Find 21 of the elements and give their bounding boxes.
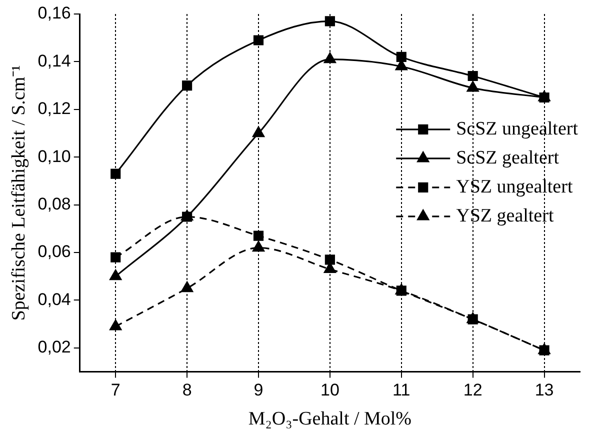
y-tick-label: 0,04: [38, 290, 71, 309]
y-tick-label: 0,08: [38, 194, 71, 214]
x-tick-label: 8: [182, 380, 192, 400]
legend-label: ScSZ ungealtert: [456, 118, 579, 140]
legend-label: YSZ gealtert: [456, 205, 554, 226]
legend-label: ScSZ gealtert: [456, 147, 560, 168]
y-tick-label: 0,02: [38, 338, 71, 357]
y-tick-label: 0,12: [38, 99, 71, 118]
y-tick-label: 0,16: [38, 4, 71, 23]
y-tick-label: 0,06: [38, 242, 71, 262]
y-tick-label: 0,14: [38, 51, 71, 70]
x-axis-title: M₂O₃-Gehalt / Mol%: [248, 408, 412, 430]
y-axis-title: Spezifische Leitfähigkeit / S.cm⁻¹: [8, 64, 30, 321]
x-tick-label: 9: [254, 380, 264, 400]
x-tick-label: 13: [534, 380, 554, 400]
y-tick-label: 0,10: [38, 146, 71, 166]
x-tick-label: 10: [320, 380, 340, 400]
x-tick-label: 7: [110, 380, 120, 400]
x-tick-label: 11: [392, 380, 410, 400]
legend-label: YSZ ungealtert: [456, 176, 574, 198]
x-tick-label: 12: [463, 380, 482, 400]
